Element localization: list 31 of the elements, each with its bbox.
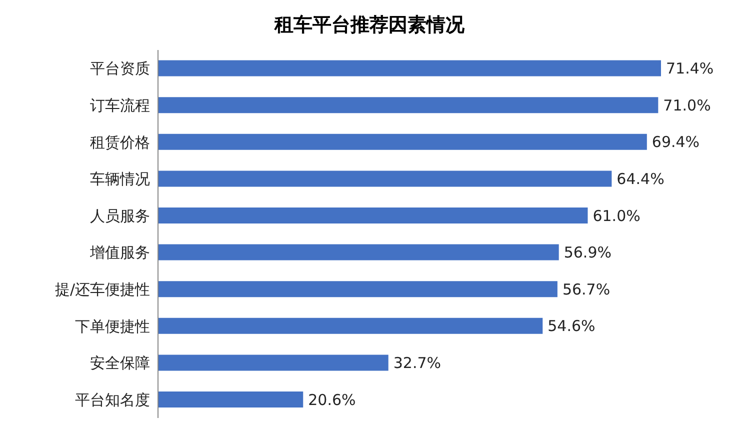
y-tick-label: 车辆情况 bbox=[90, 170, 150, 188]
y-tick-label: 下单便捷性 bbox=[75, 317, 150, 336]
data-label: 71.0% bbox=[663, 96, 711, 114]
y-tick-label: 平台资质 bbox=[90, 60, 150, 78]
data-label: 20.6% bbox=[308, 390, 356, 409]
data-label: 64.4% bbox=[616, 170, 664, 188]
data-label: 54.6% bbox=[548, 317, 596, 336]
y-tick-label: 增值服务 bbox=[89, 244, 150, 262]
chart-title: 租车平台推荐因素情况 bbox=[273, 13, 466, 38]
data-label: 56.7% bbox=[562, 280, 610, 298]
data-label: 71.4% bbox=[666, 60, 714, 78]
bar bbox=[158, 354, 388, 371]
data-label: 56.9% bbox=[564, 244, 612, 262]
y-tick-label: 安全保障 bbox=[90, 354, 150, 372]
bar bbox=[158, 134, 647, 150]
bar bbox=[158, 60, 661, 76]
bar bbox=[158, 318, 543, 334]
bar bbox=[158, 392, 304, 408]
bar bbox=[158, 208, 588, 224]
y-tick-label: 人员服务 bbox=[90, 206, 150, 225]
data-label: 32.7% bbox=[393, 354, 442, 372]
bar bbox=[158, 97, 658, 114]
data-label: 69.4% bbox=[652, 133, 700, 152]
bar bbox=[158, 281, 558, 298]
y-tick-label: 平台知名度 bbox=[75, 390, 150, 409]
bar bbox=[158, 170, 612, 187]
data-label: 61.0% bbox=[592, 206, 640, 225]
y-tick-label: 订车流程 bbox=[90, 96, 150, 115]
y-tick-label: 提/还车便捷性 bbox=[54, 280, 150, 299]
bar bbox=[158, 244, 559, 260]
y-tick-label: 租赁价格 bbox=[90, 133, 150, 152]
